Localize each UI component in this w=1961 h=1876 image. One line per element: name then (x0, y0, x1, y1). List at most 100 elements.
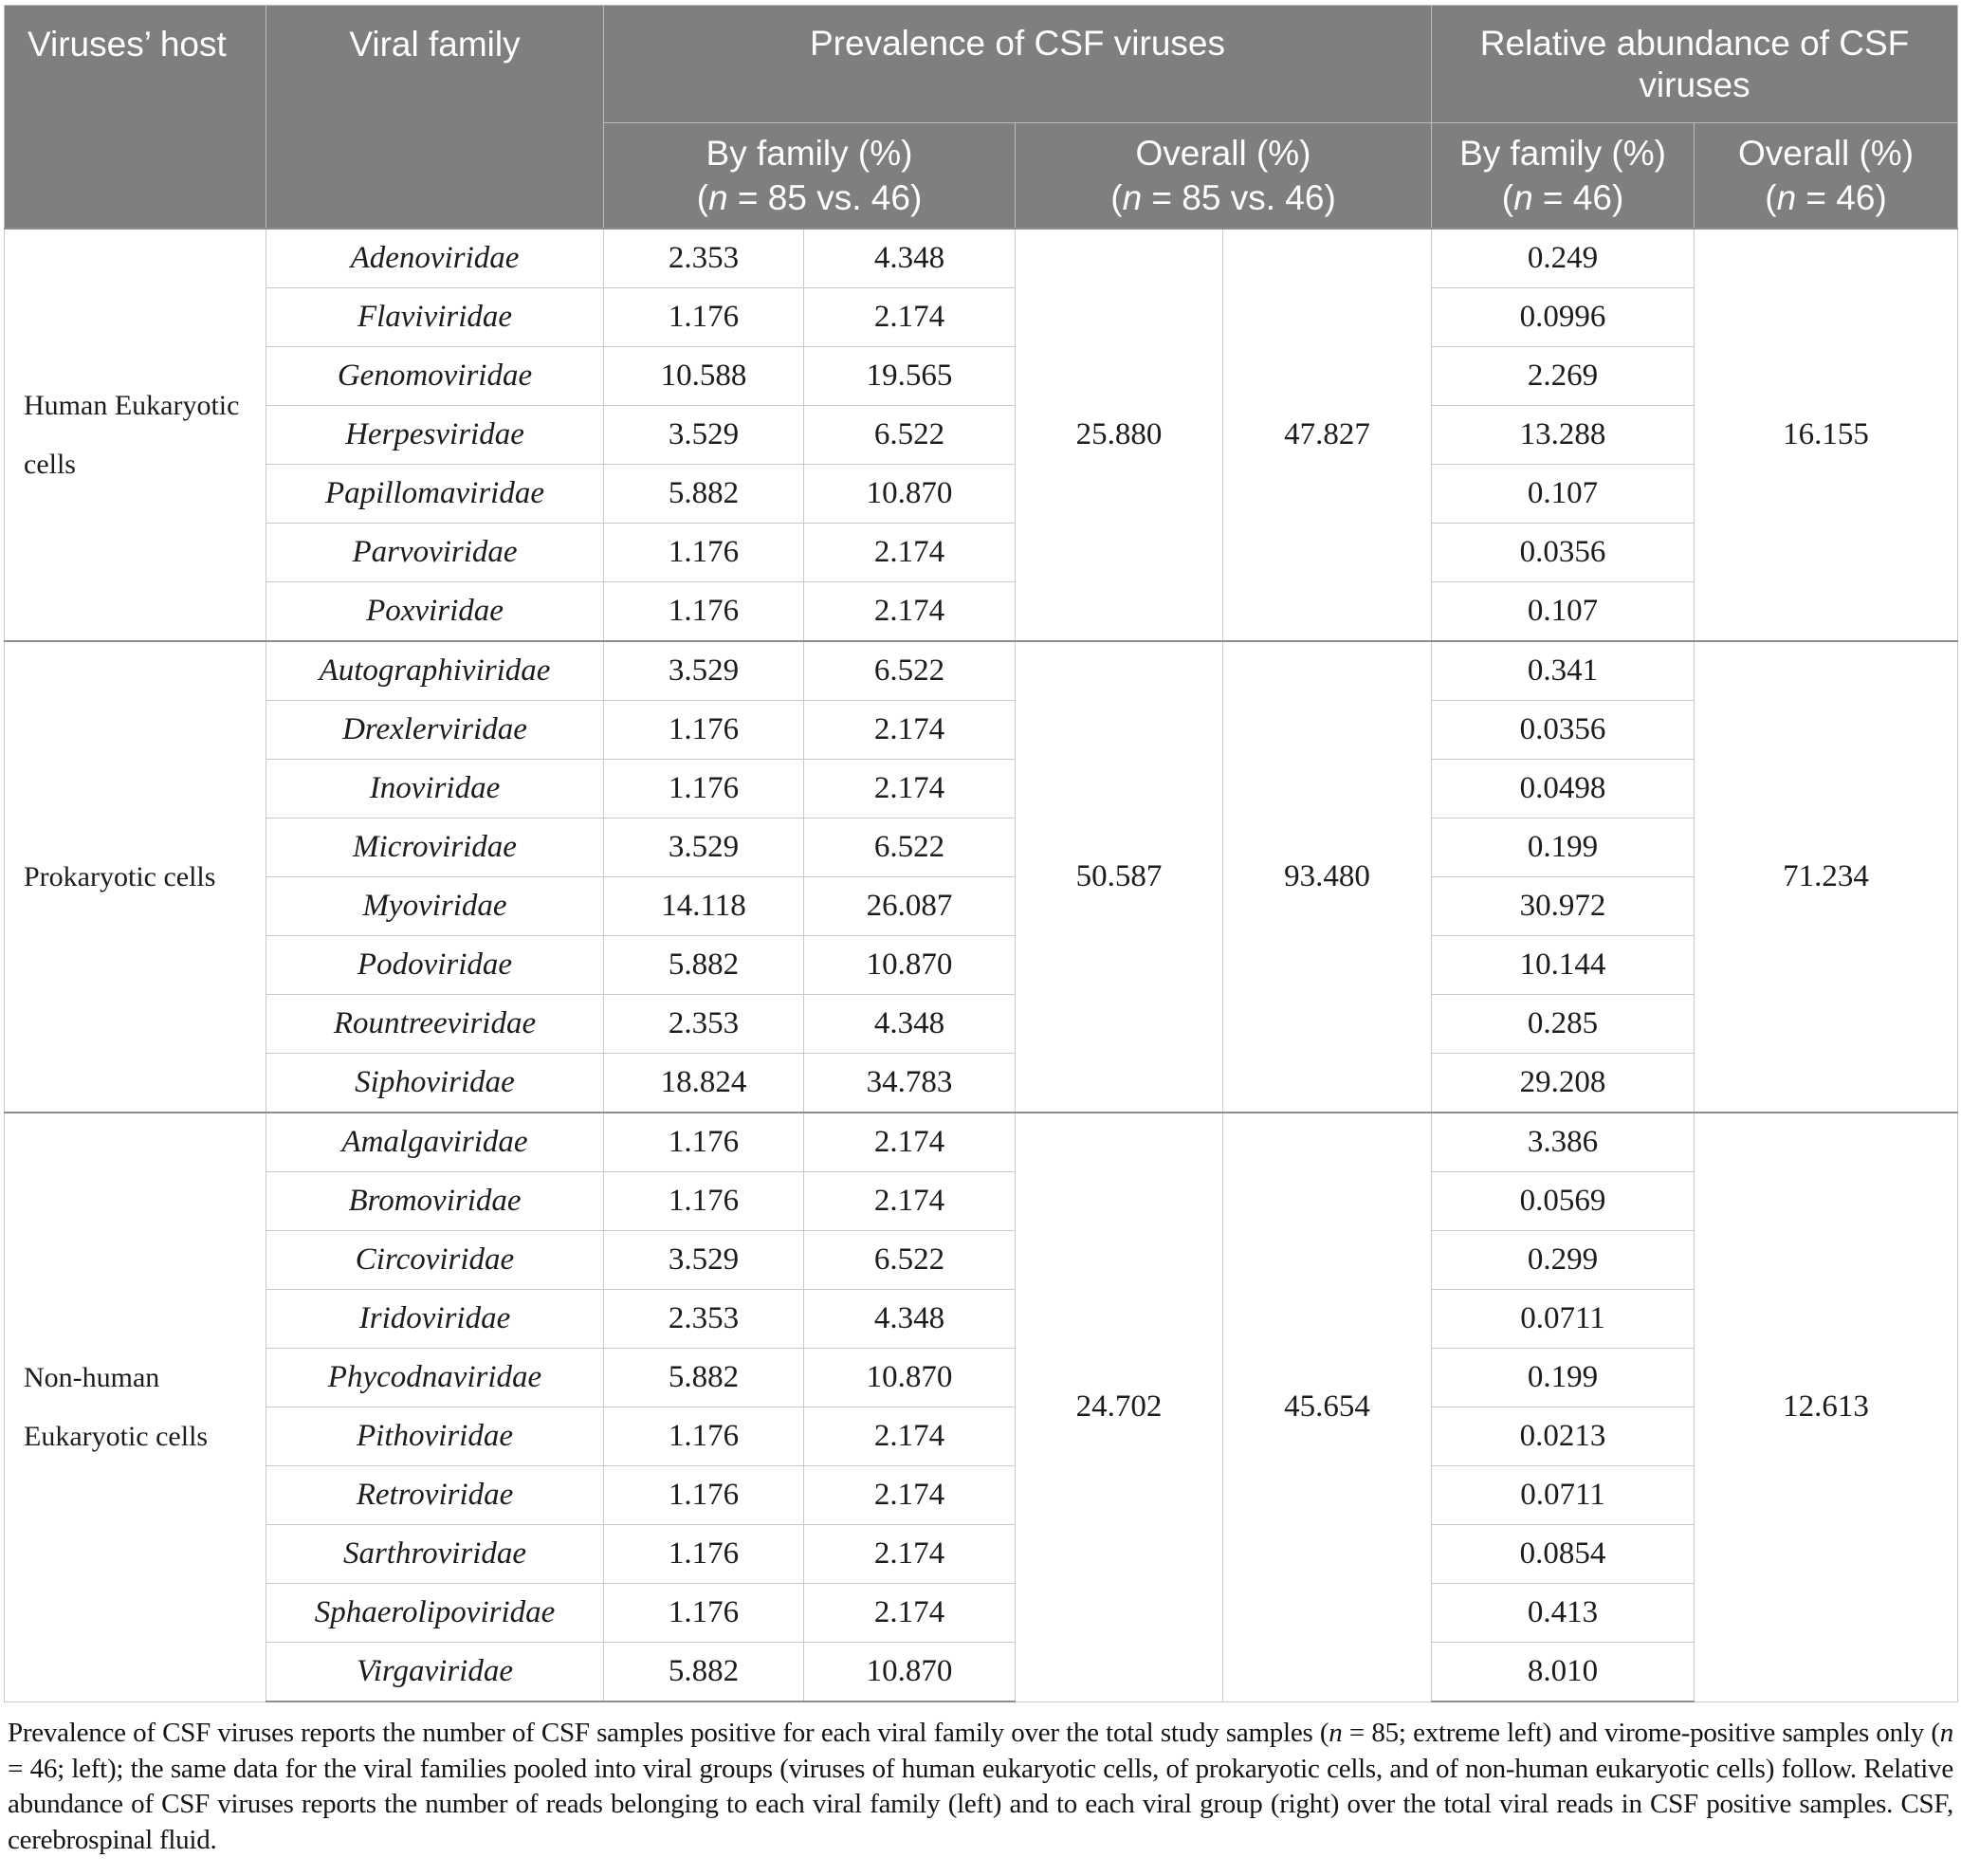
prevalence-by-family-n85-cell: 5.882 (603, 1642, 804, 1702)
table-row: Human Eukaryotic cells Adenoviridae 2.353 4… (4, 228, 1959, 642)
viral-family-cell: Rountreeviridae (266, 994, 604, 1054)
table-row: Bromoviridae 1.176 2.174 0.0569 (5, 1171, 1958, 1231)
prevalence-by-family-n46-cell: 4.348 (803, 994, 1016, 1054)
prevalence-overall-n85-cell: 50.587 (1015, 640, 1223, 1113)
prevalence-by-family-n85-cell: 1.176 (603, 523, 804, 582)
host-group-cell: Prokaryotic cells (4, 640, 266, 1113)
table-row: Prokaryotic cells Autographiviridae 3.529 6… (4, 640, 1959, 1113)
table-row: Drexlerviridae 1.176 2.174 0.0356 (5, 700, 1958, 760)
table-row: Non-human Eukaryotic cells Amalgaviridae 1… (4, 1112, 1959, 1702)
col-header-viruses-host-label: Viruses’ host (27, 25, 227, 64)
col-header-relative-abundance: Relative abundance of CSF viruses (1431, 5, 1959, 123)
table-row: Herpesviridae 3.529 6.522 13.288 (5, 405, 1958, 465)
host-group-cell: Human Eukaryotic cells (4, 228, 266, 642)
col-subheader-prevalence-by-family: By family (%) (n = 85 vs. 46) (603, 122, 1016, 230)
abundance-overall-cell: 12.613 (1694, 1112, 1959, 1702)
viral-family-cell: Parvoviridae (266, 523, 604, 582)
viral-family-cell: Podoviridae (266, 935, 604, 995)
table-row: Virgaviridae 5.882 10.870 8.010 (5, 1642, 1958, 1702)
abundance-by-family-cell: 0.0711 (1431, 1289, 1695, 1349)
host-group-cell: Non-human Eukaryotic cells (4, 1112, 266, 1702)
prevalence-overall-n46-cell: 93.480 (1221, 640, 1433, 1113)
abundance-by-family-cell: 0.249 (1431, 228, 1695, 288)
abundance-by-family-cell: 29.208 (1431, 1053, 1695, 1113)
prevalence-by-family-n85-cell: 14.118 (603, 876, 804, 936)
abundance-by-family-cell: 3.386 (1431, 1112, 1695, 1172)
prevalence-by-family-n46-cell: 6.522 (803, 640, 1016, 701)
prevalence-by-family-n85-cell: 1.176 (603, 1171, 804, 1231)
prevalence-by-family-n85-cell: 2.353 (603, 228, 804, 288)
prevalence-by-family-n46-cell: 2.174 (803, 523, 1016, 582)
abundance-by-family-cell: 0.199 (1431, 818, 1695, 877)
table-body: Human Eukaryotic cells Adenoviridae 2.353 4… (4, 228, 1959, 1702)
viral-family-cell: Papillomaviridae (266, 464, 604, 524)
viral-family-cell: Bromoviridae (266, 1171, 604, 1231)
prevalence-by-family-n46-cell: 2.174 (803, 1112, 1016, 1172)
abundance-by-family-cell: 0.107 (1431, 581, 1695, 642)
abundance-by-family-cell: 0.0356 (1431, 523, 1695, 582)
table-row: Sphaerolipoviridae 1.176 2.174 0.413 (5, 1583, 1958, 1643)
col-header-viral-family-label: Viral family (349, 25, 521, 64)
table-row: Retroviridae 1.176 2.174 0.0711 (5, 1465, 1958, 1525)
prevalence-by-family-n85-cell: 5.882 (603, 464, 804, 524)
viral-family-cell: Virgaviridae (266, 1642, 604, 1702)
prevalence-by-family-n85-cell: 2.353 (603, 994, 804, 1054)
table-row: Myoviridae 14.118 26.087 30.972 (5, 876, 1958, 936)
viral-family-cell: Microviridae (266, 818, 604, 877)
abundance-by-family-cell: 0.413 (1431, 1583, 1695, 1643)
col-header-relative-abundance-label: Relative abundance of CSF viruses (1479, 24, 1910, 105)
abundance-by-family-cell: 10.144 (1431, 935, 1695, 995)
table-row: Papillomaviridae 5.882 10.870 0.107 (5, 464, 1958, 524)
abundance-overall-cell: 16.155 (1694, 228, 1959, 642)
prevalence-by-family-n46-cell: 4.348 (803, 228, 1016, 288)
abundance-by-family-cell: 0.0498 (1431, 759, 1695, 818)
prevalence-by-family-n46-cell: 6.522 (803, 405, 1016, 465)
viral-family-cell: Siphoviridae (266, 1053, 604, 1113)
prevalence-by-family-n46-cell: 10.870 (803, 464, 1016, 524)
col-subheader-abundance-overall: Overall (%) (n = 46) (1694, 122, 1959, 230)
prevalence-by-family-n46-cell: 6.522 (803, 1230, 1016, 1290)
viral-family-cell: Inoviridae (266, 759, 604, 818)
prevalence-by-family-n85-cell: 1.176 (603, 287, 804, 347)
viral-family-cell: Herpesviridae (266, 405, 604, 465)
prevalence-overall-n46-cell: 47.827 (1221, 228, 1433, 642)
prevalence-by-family-n85-cell: 3.529 (603, 405, 804, 465)
prevalence-by-family-n46-cell: 2.174 (803, 1171, 1016, 1231)
viral-family-cell: Amalgaviridae (266, 1112, 604, 1172)
header-row-groups: Viruses’ host Viral family Prevalence of… (4, 5, 1959, 230)
table-row: Flaviviridae 1.176 2.174 0.0996 (5, 287, 1958, 347)
prevalence-by-family-n85-cell: 5.882 (603, 935, 804, 995)
abundance-by-family-cell: 0.285 (1431, 994, 1695, 1054)
col-header-viral-family: Viral family (266, 5, 604, 230)
prevalence-by-family-n46-cell: 2.174 (803, 1583, 1016, 1643)
table-row: Podoviridae 5.882 10.870 10.144 (5, 935, 1958, 995)
abundance-by-family-cell: 0.0996 (1431, 287, 1695, 347)
prevalence-by-family-n46-cell: 10.870 (803, 935, 1016, 995)
prevalence-by-family-n46-cell: 6.522 (803, 818, 1016, 877)
abundance-by-family-cell: 0.0213 (1431, 1407, 1695, 1466)
prevalence-by-family-n46-cell: 2.174 (803, 700, 1016, 760)
viral-family-cell: Poxviridae (266, 581, 604, 642)
col-subheader-prevalence-overall: Overall (%) (n = 85 vs. 46) (1014, 122, 1433, 230)
abundance-by-family-cell: 0.0569 (1431, 1171, 1695, 1231)
table-row: Microviridae 3.529 6.522 0.199 (5, 818, 1958, 877)
table-row: Genomoviridae 10.588 19.565 2.269 (5, 346, 1958, 406)
viral-family-cell: Circoviridae (266, 1230, 604, 1290)
prevalence-by-family-n46-cell: 2.174 (803, 759, 1016, 818)
prevalence-by-family-n46-cell: 2.174 (803, 287, 1016, 347)
prevalence-by-family-n46-cell: 2.174 (803, 581, 1016, 642)
prevalence-overall-n85-cell: 24.702 (1015, 1112, 1223, 1702)
viral-family-cell: Myoviridae (266, 876, 604, 936)
table-row: Pithoviridae 1.176 2.174 0.0213 (5, 1407, 1958, 1466)
viral-family-cell: Genomoviridae (266, 346, 604, 406)
prevalence-by-family-n85-cell: 1.176 (603, 581, 804, 642)
table-row: Siphoviridae 18.824 34.783 29.208 (5, 1053, 1958, 1113)
prevalence-by-family-n46-cell: 34.783 (803, 1053, 1016, 1113)
col-subheader-abundance-by-family: By family (%) (n = 46) (1431, 122, 1695, 230)
abundance-by-family-cell: 0.0356 (1431, 700, 1695, 760)
table-row: Poxviridae 1.176 2.174 0.107 (5, 581, 1958, 642)
prevalence-by-family-n85-cell: 1.176 (603, 1583, 804, 1643)
prevalence-by-family-n85-cell: 10.588 (603, 346, 804, 406)
abundance-by-family-cell: 0.107 (1431, 464, 1695, 524)
prevalence-by-family-n46-cell: 2.174 (803, 1407, 1016, 1466)
